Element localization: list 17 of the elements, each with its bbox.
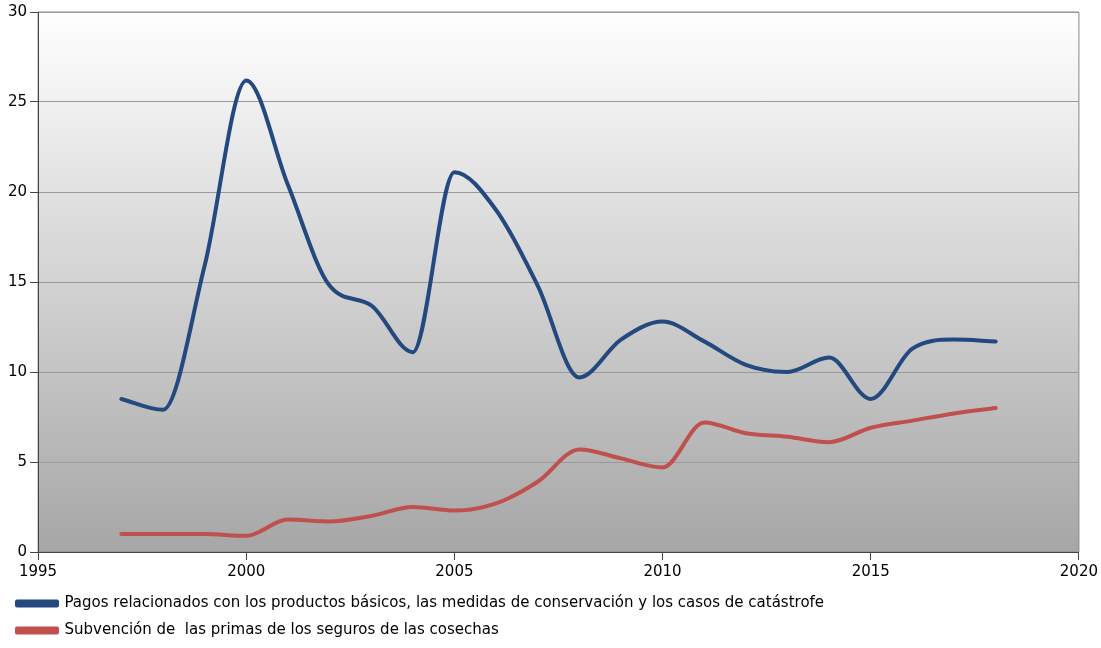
x-tick-label: 2015: [851, 561, 890, 580]
legend-label: Subvención de las primas de los seguros de las cosechas: [64, 620, 499, 639]
y-tick-label: 25: [7, 91, 28, 110]
y-tick-label: 30: [7, 1, 28, 20]
x-tick-label: 2005: [435, 561, 474, 580]
x-tick-label: 2020: [1059, 561, 1099, 580]
x-tick-label: 1995: [18, 561, 58, 580]
legend-label: Pagos relacionados con los productos básicos, las medidas de conservación y los casos de catástrofe: [64, 593, 825, 612]
y-tick-label: 15: [7, 271, 28, 290]
line-series: [119, 406, 998, 538]
y-tick-label: 20: [7, 181, 28, 200]
x-tick-label: 2010: [643, 561, 682, 580]
y-tick-label: 10: [7, 361, 28, 380]
y-tick-label: 0: [17, 541, 28, 560]
line-series: [119, 78, 998, 412]
x-tick-label: 2000: [227, 561, 266, 580]
y-tick-label: 5: [17, 451, 28, 470]
